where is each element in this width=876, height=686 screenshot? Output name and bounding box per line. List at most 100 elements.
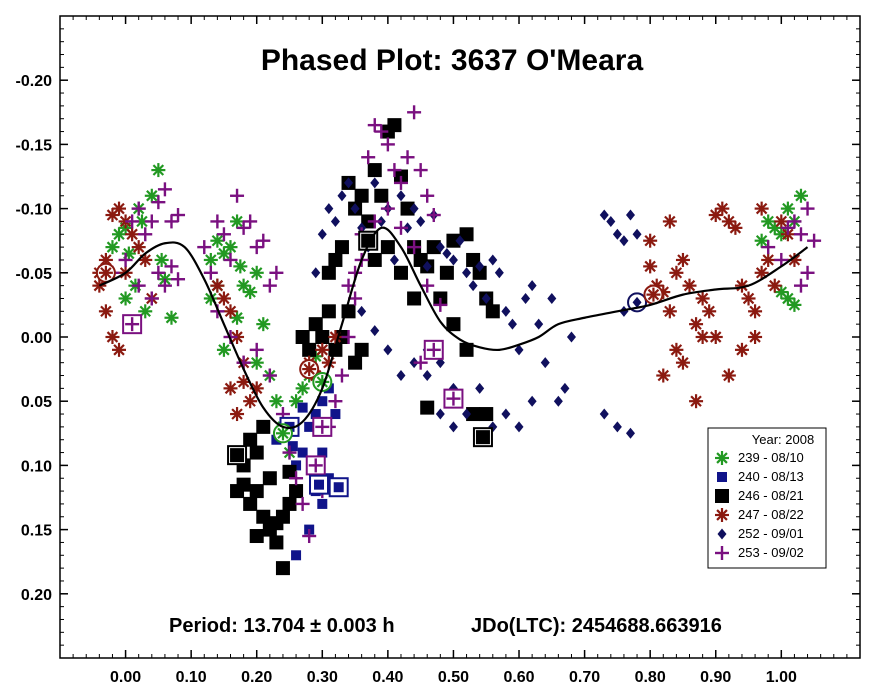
- data-point: [131, 240, 146, 255]
- data-point: [330, 409, 341, 420]
- diamond-mark: [717, 528, 727, 540]
- diamond-mark: [475, 382, 485, 394]
- data-point: [151, 195, 166, 210]
- square-large-mark: [715, 489, 729, 503]
- asterisk-stroke: [755, 234, 768, 247]
- data-point: [612, 228, 622, 240]
- legend-marker-3: [715, 508, 729, 522]
- data-point: [479, 407, 494, 422]
- legend-marker-4: [717, 528, 727, 540]
- data-point: [466, 407, 481, 422]
- asterisk-stroke: [788, 299, 801, 311]
- data-point: [243, 432, 258, 447]
- data-point: [289, 471, 304, 486]
- asterisk-stroke: [703, 305, 715, 318]
- diamond-mark: [383, 344, 393, 356]
- diamond-mark: [344, 177, 354, 189]
- x-tick-label-2: 0.20: [241, 669, 272, 686]
- data-point: [793, 188, 808, 203]
- data-point: [446, 317, 461, 332]
- data-point: [669, 265, 684, 280]
- data-point: [131, 278, 146, 293]
- diamond-mark: [612, 421, 622, 433]
- data-point: [459, 227, 474, 242]
- data-point: [256, 509, 271, 524]
- square-large-mark: [354, 342, 369, 357]
- fit-curve: [98, 226, 809, 430]
- diamond-mark: [475, 260, 485, 272]
- data-point: [754, 265, 769, 280]
- data-point: [662, 214, 677, 229]
- diamond-mark: [435, 241, 445, 253]
- asterisk-stroke: [677, 356, 689, 369]
- diamond-mark: [599, 209, 609, 221]
- data-point: [154, 252, 169, 267]
- diamond-mark: [625, 427, 635, 439]
- asterisk-stroke: [250, 267, 263, 279]
- asterisk-stroke: [139, 254, 151, 266]
- data-point: [374, 188, 389, 203]
- data-point: [157, 278, 172, 293]
- data-point: [216, 227, 231, 242]
- data-point: [734, 342, 749, 357]
- asterisk-stroke: [644, 234, 656, 247]
- data-point: [171, 272, 186, 287]
- data-point: [632, 228, 642, 240]
- data-point: [337, 190, 347, 202]
- data-point: [262, 368, 277, 383]
- data-point: [223, 252, 238, 267]
- data-point: [599, 209, 609, 221]
- asterisk-stroke: [775, 215, 788, 228]
- data-point: [807, 233, 822, 248]
- square-large-mark: [321, 304, 336, 319]
- data-point: [341, 330, 356, 344]
- data-point: [256, 317, 271, 332]
- data-point: [151, 265, 166, 280]
- x-tick-label-4: 0.40: [372, 669, 403, 686]
- asterisk-stroke: [100, 305, 112, 318]
- square-large-mark: [275, 509, 290, 524]
- data-point: [269, 535, 284, 550]
- data-point: [534, 318, 544, 330]
- diamond-mark: [317, 228, 327, 240]
- square-large-mark: [334, 240, 349, 255]
- asterisk-stroke: [257, 318, 270, 330]
- square-small-mark: [310, 409, 321, 420]
- square-large-mark: [387, 118, 402, 133]
- data-point: [435, 408, 445, 420]
- y-axis: -0.20 -0.15 -0.10 -0.05 0.00 0.05 0.10 0.15 0.20: [16, 15, 860, 646]
- highlight-point: [314, 479, 325, 490]
- x-tick-label-0: 0.00: [110, 669, 141, 686]
- data-point: [230, 188, 245, 203]
- data-point: [295, 330, 310, 344]
- data-point: [315, 342, 330, 357]
- asterisk-stroke: [224, 305, 237, 318]
- data-point: [485, 304, 500, 319]
- data-point: [297, 447, 308, 458]
- data-point: [774, 252, 789, 267]
- data-point: [416, 215, 426, 227]
- asterisk-stroke: [723, 369, 735, 382]
- square-large-mark: [472, 265, 487, 280]
- asterisk-stroke: [113, 344, 125, 356]
- data-point: [383, 344, 393, 356]
- square-small-mark: [317, 396, 328, 407]
- asterisk-stroke: [690, 395, 702, 407]
- asterisk-stroke: [106, 241, 119, 253]
- asterisk-stroke: [782, 202, 794, 215]
- square-large-mark: [374, 188, 389, 203]
- data-point: [787, 214, 802, 229]
- square-small-mark: [317, 447, 328, 458]
- legend-entry-1: 240 - 08/13: [738, 469, 804, 484]
- asterisk-stroke: [762, 254, 774, 266]
- data-point: [656, 368, 671, 383]
- data-point: [230, 310, 245, 325]
- data-point: [131, 201, 146, 216]
- diamond-mark: [514, 421, 524, 433]
- data-point: [291, 550, 302, 561]
- y-tick-label-3: -0.05: [16, 266, 53, 283]
- data-point: [793, 278, 808, 293]
- data-point: [210, 233, 225, 248]
- square-small-mark: [304, 421, 315, 432]
- data-point: [774, 214, 789, 229]
